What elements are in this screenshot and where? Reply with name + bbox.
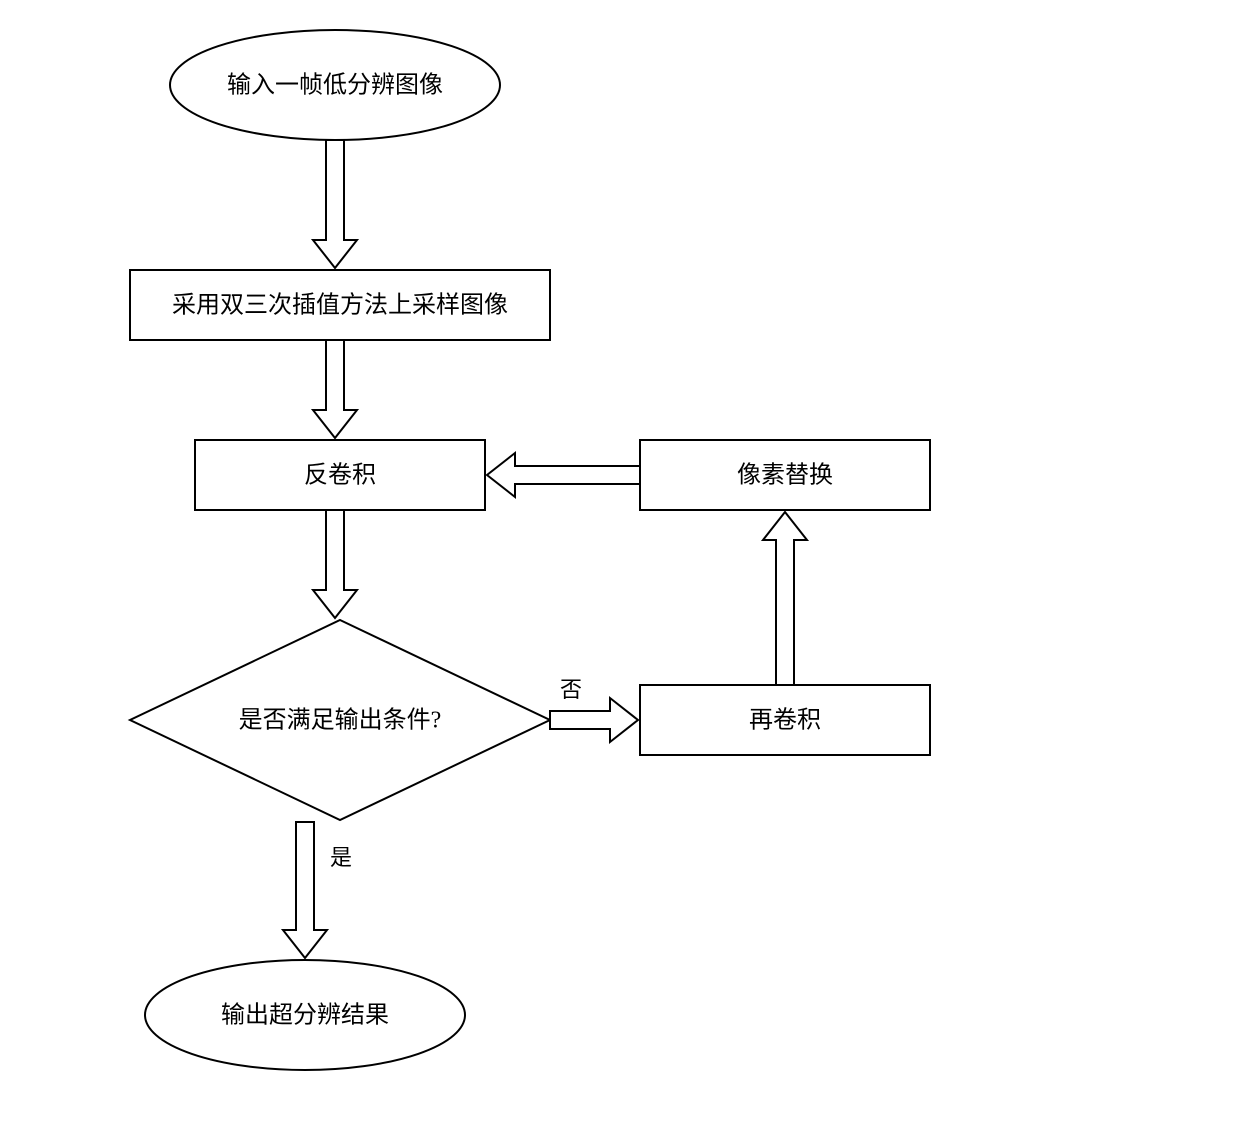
edge-cond-to-reconv-label: 否 — [560, 677, 582, 702]
node-reconv-label: 再卷积 — [749, 707, 821, 734]
edge-start-to-upsample — [313, 140, 357, 268]
node-start-label: 输入一帧低分辨图像 — [227, 72, 443, 99]
edge-cond-to-end-label: 是 — [330, 845, 352, 870]
node-deconv-label: 反卷积 — [304, 462, 376, 489]
edge-upsample-to-deconv — [313, 340, 357, 438]
edge-replace-to-deconv — [487, 453, 640, 497]
node-replace-label: 像素替换 — [737, 462, 833, 489]
edge-deconv-to-cond — [313, 510, 357, 618]
edge-cond-to-reconv — [550, 698, 638, 742]
node-end-label: 输出超分辨结果 — [221, 1002, 389, 1029]
edge-reconv-to-replace — [763, 512, 807, 685]
flowchart-canvas: 输入一帧低分辨图像采用双三次插值方法上采样图像反卷积 像素替换是否满足输出条件? 再… — [0, 0, 1240, 1123]
node-upsample-label: 采用双三次插值方法上采样图像 — [172, 292, 508, 319]
node-cond-label: 是否满足输出条件? — [239, 707, 442, 734]
edge-cond-to-end — [283, 822, 327, 958]
